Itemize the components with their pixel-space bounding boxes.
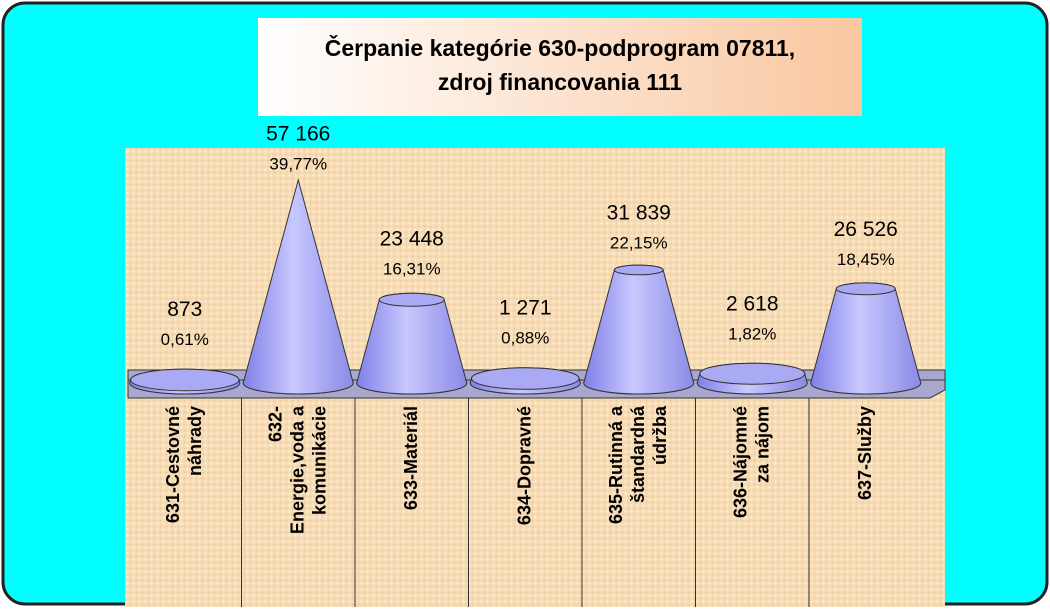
title-box — [258, 18, 862, 116]
share-label: 1,82% — [728, 324, 776, 343]
cone-top — [470, 367, 580, 390]
share-label: 39,77% — [269, 154, 327, 173]
cone-top — [699, 362, 806, 385]
cone-top — [378, 292, 445, 307]
value-label: 873 — [167, 298, 202, 321]
chart-title: Čerpanie kategórie 630-podprogram 07811,… — [325, 34, 795, 95]
share-label: 22,15% — [610, 233, 668, 252]
cone-top — [130, 368, 240, 392]
category-label: 633-Materiál — [401, 406, 421, 510]
value-label: 2 618 — [726, 292, 779, 315]
value-label: 31 839 — [607, 201, 671, 224]
cone-top — [835, 282, 896, 296]
cone-top — [613, 264, 664, 276]
category-label: 635-Rutinná a štandardná údržba — [606, 405, 670, 524]
category-label: 636-Nájomné za nájom — [730, 406, 772, 518]
share-label: 16,31% — [383, 259, 441, 278]
category-label: 637-Služby — [855, 406, 875, 500]
cone — [242, 178, 354, 395]
value-label: 23 448 — [380, 228, 444, 251]
value-label: 1 271 — [499, 297, 552, 320]
value-label: 57 166 — [266, 123, 330, 146]
category-label: 634-Dopravné — [514, 406, 534, 525]
category-label: 631-Cestovné náhrady — [163, 406, 205, 523]
category-label: 632- Energie,voda a komunikácie — [265, 405, 329, 534]
share-label: 18,45% — [837, 250, 895, 269]
share-label: 0,61% — [161, 330, 209, 349]
value-label: 26 526 — [834, 218, 898, 241]
share-label: 0,88% — [501, 329, 549, 348]
